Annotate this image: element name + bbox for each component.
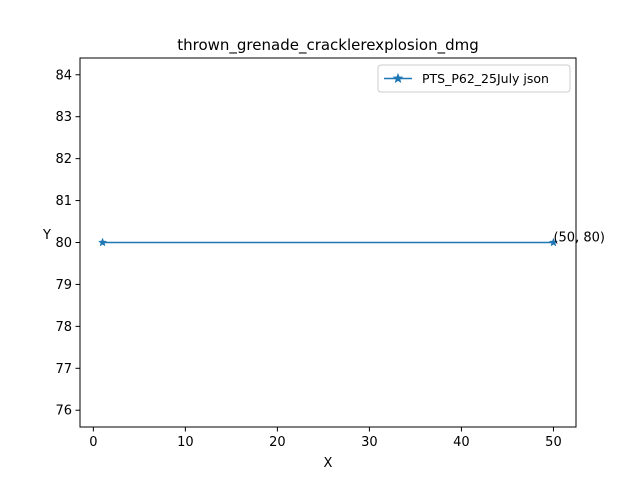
legend-box	[377, 64, 571, 93]
plot-frame	[79, 57, 577, 428]
y-tick-label: 76	[55, 404, 72, 419]
ticks-layer: 0 10 20 30 40 50 76 77 78 79 80 81 82 83 84	[55, 68, 561, 450]
y-axis-title: Y	[42, 228, 51, 243]
legend-series-marker	[392, 72, 404, 84]
x-tick-label: 40	[453, 435, 470, 450]
x-axis-title: X	[324, 456, 333, 471]
legend-series-label: PTS_P62_25July json	[422, 71, 549, 86]
y-tick-label: 79	[55, 278, 72, 293]
annotations-layer: (50, 80)	[553, 231, 605, 246]
point-annotation: (50, 80)	[553, 231, 605, 246]
y-tick-label: 81	[55, 194, 72, 209]
y-tick-label: 78	[55, 320, 72, 335]
x-tick-label: 50	[545, 435, 562, 450]
y-tick-label: 80	[55, 236, 72, 251]
y-tick-label: 84	[55, 68, 72, 83]
chart-title: thrown_grenade_cracklerexplosion_dmg	[177, 36, 479, 55]
x-tick-label: 20	[269, 435, 286, 450]
x-tick-label: 10	[177, 435, 194, 450]
y-tick-label: 82	[55, 152, 72, 167]
x-tick-label: 0	[89, 435, 97, 450]
x-tick-label: 30	[361, 435, 378, 450]
series-point-marker	[548, 237, 559, 247]
y-tick-label: 77	[55, 362, 72, 377]
series-point-marker	[97, 237, 108, 247]
y-tick-label: 83	[55, 110, 72, 125]
series-layer	[97, 237, 559, 247]
legend: PTS_P62_25July json	[377, 64, 571, 93]
